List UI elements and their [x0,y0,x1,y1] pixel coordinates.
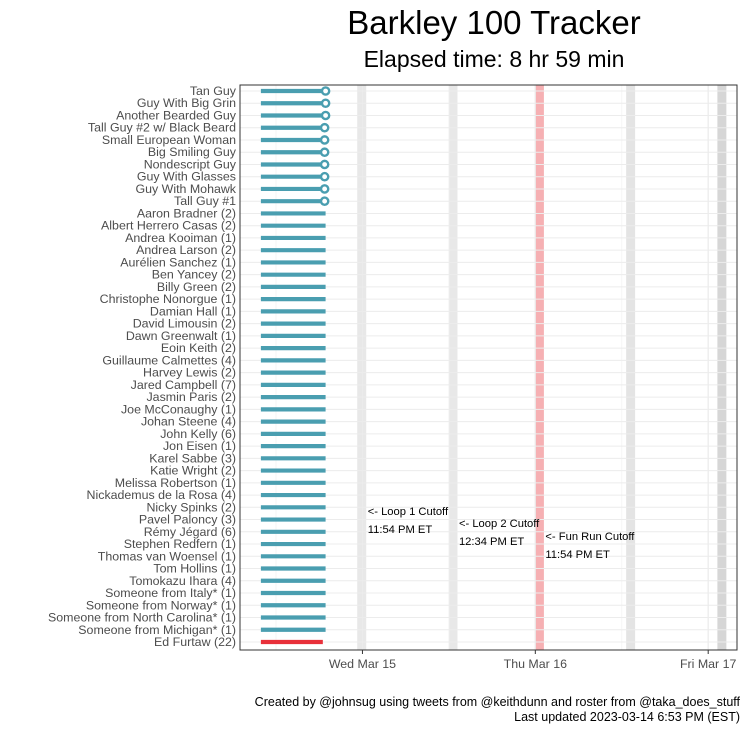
y-tick-label: Guy With Big Grin [137,96,236,110]
loop-complete-marker [319,135,330,145]
y-tick-label: David Limousin (2) [133,317,236,331]
y-tick-label: Melissa Robertson (1) [115,476,236,490]
y-tick-label: Another Bearded Guy [116,108,237,122]
loop-complete-marker [319,196,330,206]
y-tick-label: Nondescript Guy [144,157,237,171]
y-tick-label: Eoin Keith (2) [161,341,236,355]
runner-marks [260,86,331,645]
y-tick-label: Joe McConaughy (1) [121,402,236,416]
y-tick-label: Guy With Glasses [137,170,236,184]
loop-complete-marker [319,171,330,182]
y-tick-label: Someone from Norway* (1) [86,598,236,612]
y-tick-label: Stephen Redfern (1) [124,537,236,551]
y-tick-label: Dawn Greenwalt (1) [126,329,236,343]
cutoff-time: 12:34 PM ET [459,536,524,548]
y-tick-label: Tall Guy #2 w/ Black Beard [88,121,236,135]
y-tick-label: Ben Yancey (2) [152,268,236,282]
grid-lines [240,85,737,650]
y-tick-label: Aurélien Sanchez (1) [120,255,236,269]
y-tick-label: Johan Steene (4) [141,415,236,429]
cutoff-band-1 [357,85,367,650]
chart-caption: Created by @johnsug using tweets from @k… [255,695,740,725]
y-tick-label: Small European Woman [102,133,236,147]
y-tick-label: Big Smiling Guy [148,145,237,159]
cutoff-band-3 [534,85,544,650]
y-tick-label: Someone from Italy* (1) [105,586,236,600]
y-tick-label: Guillaume Calmettes (4) [102,353,236,367]
y-tick-label: Nickademus de la Rosa (4) [87,488,236,502]
y-tick-label: Billy Green (2) [157,280,236,294]
loop-complete-marker [319,147,330,158]
y-tick-label: Thomas van Woensel (1) [98,549,236,563]
cutoff-bands [357,85,727,650]
y-tick-label: Someone from North Carolina* (1) [48,611,236,625]
cutoff-band-4 [626,85,636,650]
y-tick-label: Guy With Mohawk [135,182,236,196]
y-tick-label: Tom Hollins (1) [153,562,236,576]
loop-complete-marker [319,122,330,133]
caption-updated: Last updated 2023-03-14 6:53 PM (EST) [514,710,740,724]
cutoff-label: <- Loop 1 Cutoff [368,506,449,518]
y-tick-label: Pavel Paloncy (3) [139,513,236,527]
y-tick-label: Albert Herrero Casas (2) [101,219,236,233]
y-tick-label: Jon Eisen (1) [163,439,236,453]
loop-complete-marker [319,159,330,170]
loop-complete-marker [320,98,331,109]
cutoff-band-5 [717,85,727,650]
plot-border [239,84,738,651]
y-tick-label: John Kelly (6) [160,427,236,441]
y-tick-label: Harvey Lewis (2) [143,366,236,380]
x-tick-label: Fri Mar 17 [680,657,737,671]
y-tick-label: Katie Wright (2) [150,464,236,478]
y-tick-label: Karel Sabbe (3) [149,451,236,465]
y-tick-label: Tan Guy [190,84,237,98]
y-tick-label: Jasmin Paris (2) [146,390,236,404]
y-tick-label: Tomokazu Ihara (4) [129,574,236,588]
caption-credits: Created by @johnsug using tweets from @k… [254,695,740,709]
x-axis: Wed Mar 15 Thu Mar 16 Fri Mar 17 [329,650,737,671]
y-tick-label: Andrea Larson (2) [136,243,236,257]
y-tick-label: Nicky Spinks (2) [146,500,236,514]
y-tick-label: Someone from Michigan* (1) [78,623,236,637]
y-tick-label: Christophe Nonorgue (1) [100,292,236,306]
x-tick-label: Wed Mar 15 [329,657,396,671]
chart-title: Barkley 100 Tracker [347,4,641,41]
loop-complete-marker [320,110,331,121]
cutoff-band-2 [448,85,458,650]
cutoff-time: 11:54 PM ET [368,524,433,536]
y-tick-label: Ed Furtaw (22) [154,635,236,649]
y-tick-label: Tall Guy #1 [174,194,236,208]
y-tick-label: Jared Campbell (7) [131,378,236,392]
loop-complete-marker [319,184,330,194]
y-tick-label: Aaron Bradner (2) [137,206,236,220]
chart-subtitle: Elapsed time: 8 hr 59 min [363,46,625,72]
cutoff-label: <- Fun Run Cutoff [545,531,635,543]
y-tick-label: Rémy Jégard (6) [144,525,236,539]
loop-complete-marker [320,86,331,96]
x-tick-label: Thu Mar 16 [504,657,567,671]
y-tick-label: Andrea Kooiman (1) [125,231,236,245]
cutoff-annotations: <- Loop 1 Cutoff 11:54 PM ET <- Loop 2 Cut… [368,506,636,561]
y-tick-label: Damian Hall (1) [150,304,236,318]
cutoff-time: 11:54 PM ET [545,549,610,561]
cutoff-label: <- Loop 2 Cutoff [459,518,540,530]
